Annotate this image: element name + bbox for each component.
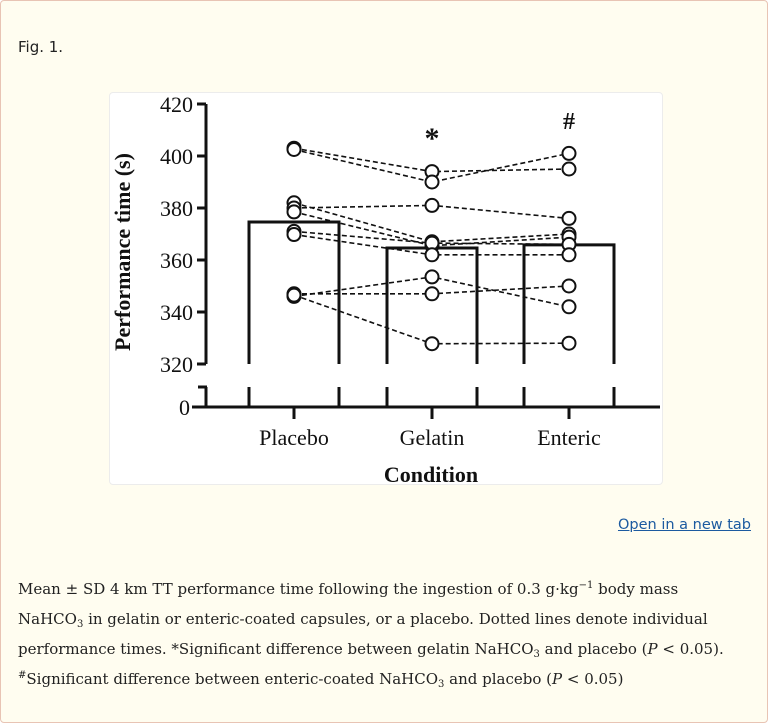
y-tick-label: 0 bbox=[179, 395, 190, 420]
chart-figure: 320 340 360 380 400 420 0 Placebo Gelatin Enteric… bbox=[109, 92, 663, 487]
data-points bbox=[286, 140, 577, 352]
individual-line bbox=[293, 202, 570, 243]
data-point bbox=[424, 197, 440, 213]
axis-labels: 320 340 360 380 400 420 0 Placebo Gelatin Enteric… bbox=[110, 92, 601, 487]
axes bbox=[192, 102, 660, 419]
data-point bbox=[561, 247, 577, 263]
significance-marker: # bbox=[563, 109, 575, 135]
caption-text: body mass NaHCO bbox=[18, 580, 679, 628]
data-point bbox=[561, 335, 577, 351]
data-point bbox=[561, 299, 577, 315]
open-in-new-tab-link[interactable]: Open in a new tab bbox=[617, 517, 751, 533]
y-axis-title: Performance time (s) bbox=[110, 153, 135, 351]
x-axis-title: Condition bbox=[384, 462, 478, 484]
data-point bbox=[286, 287, 302, 303]
x-tick-label: Gelatin bbox=[400, 425, 465, 450]
x-tick-label: Placebo bbox=[259, 425, 329, 450]
caption-text: Mean ± SD 4 km TT performance time follo… bbox=[18, 580, 579, 598]
data-point bbox=[286, 227, 302, 243]
individual-line bbox=[293, 148, 570, 183]
caption-sub: 3 bbox=[438, 679, 445, 690]
caption-sub: 3 bbox=[76, 619, 84, 630]
y-tick-label: 420 bbox=[160, 93, 193, 117]
data-point bbox=[286, 142, 302, 157]
data-point bbox=[561, 145, 577, 161]
caption-text: Significant difference between enteric-c… bbox=[26, 670, 438, 688]
bar-chart: 320 340 360 380 400 420 0 Placebo Gelatin Enteric… bbox=[110, 92, 660, 487]
caption-text: < 0.05) bbox=[562, 670, 624, 688]
data-point bbox=[561, 161, 577, 177]
caption-sup: −1 bbox=[578, 580, 594, 591]
individual-line bbox=[293, 211, 570, 247]
significance-marker: * bbox=[425, 122, 440, 155]
caption-italic: P bbox=[552, 670, 563, 688]
y-tick-label: 320 bbox=[160, 352, 193, 377]
y-tick-label: 380 bbox=[160, 196, 193, 221]
data-point bbox=[286, 204, 302, 220]
data-point bbox=[424, 286, 440, 302]
caption-sup: # bbox=[18, 670, 27, 681]
data-point bbox=[561, 278, 577, 294]
figure-caption: Mean ± SD 4 km TT performance time follo… bbox=[18, 574, 748, 694]
data-point bbox=[424, 269, 440, 285]
data-point bbox=[424, 247, 440, 263]
data-point bbox=[424, 174, 440, 190]
caption-text: in gelatin or enteric-coated capsules, o… bbox=[18, 610, 708, 658]
x-tick-label: Enteric bbox=[537, 425, 601, 450]
data-point bbox=[424, 336, 440, 352]
caption-text: < 0.05). bbox=[657, 640, 724, 658]
figure-label: Fig. 1. bbox=[18, 38, 64, 56]
y-tick-label: 400 bbox=[160, 144, 193, 169]
caption-italic: P bbox=[647, 640, 658, 658]
caption-text: and placebo ( bbox=[444, 670, 552, 688]
y-tick-label: 340 bbox=[160, 300, 193, 325]
y-tick-label: 360 bbox=[160, 248, 193, 273]
caption-text: and placebo ( bbox=[539, 640, 648, 658]
caption-sub: 3 bbox=[533, 649, 540, 660]
data-point bbox=[561, 210, 577, 226]
